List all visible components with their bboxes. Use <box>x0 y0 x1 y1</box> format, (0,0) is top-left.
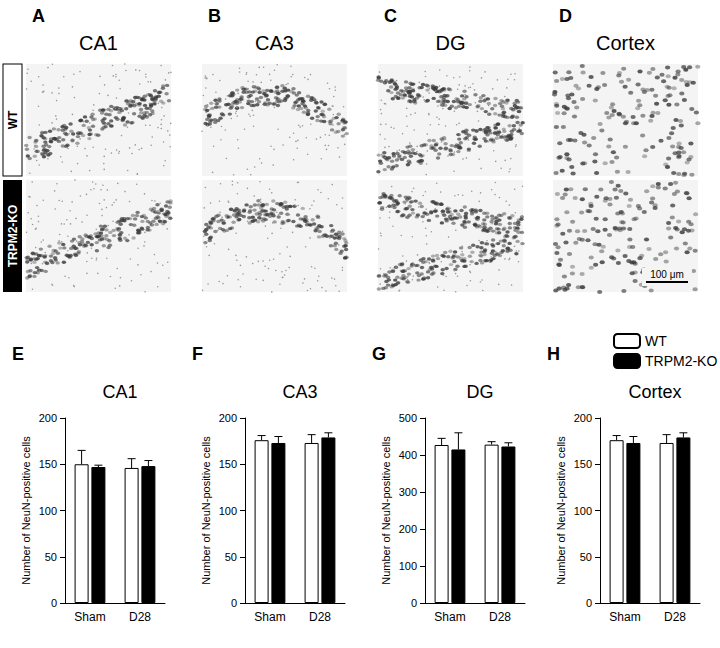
svg-text:200: 200 <box>39 412 57 424</box>
svg-text:D28: D28 <box>489 610 511 624</box>
svg-text:TRPM2-KO: TRPM2-KO <box>6 205 20 268</box>
svg-text:0: 0 <box>51 597 57 609</box>
svg-text:CA3: CA3 <box>255 32 294 54</box>
svg-text:50: 50 <box>580 551 592 563</box>
svg-text:Sham: Sham <box>74 610 105 624</box>
svg-text:100: 100 <box>399 560 417 572</box>
svg-text:Number of NeuN-positive cells: Number of NeuN-positive cells <box>20 436 32 585</box>
svg-text:DG: DG <box>467 382 494 402</box>
svg-text:200: 200 <box>574 412 592 424</box>
svg-text:F: F <box>192 344 203 364</box>
svg-text:400: 400 <box>399 449 417 461</box>
svg-text:WT: WT <box>645 333 667 349</box>
svg-text:D: D <box>559 6 572 26</box>
svg-text:CA3: CA3 <box>282 382 317 402</box>
svg-text:Sham: Sham <box>434 610 465 624</box>
svg-text:Number of NeuN-positive cells: Number of NeuN-positive cells <box>555 436 567 585</box>
svg-text:0: 0 <box>586 597 592 609</box>
svg-text:150: 150 <box>39 458 57 470</box>
svg-text:200: 200 <box>399 523 417 535</box>
svg-text:100: 100 <box>39 505 57 517</box>
svg-text:TRPM2-KO: TRPM2-KO <box>645 353 717 369</box>
svg-text:50: 50 <box>45 551 57 563</box>
svg-text:0: 0 <box>231 597 237 609</box>
svg-text:E: E <box>12 344 24 364</box>
svg-text:D28: D28 <box>664 610 686 624</box>
svg-text:Cortex: Cortex <box>596 32 655 54</box>
svg-text:DG: DG <box>436 32 466 54</box>
svg-text:D28: D28 <box>129 610 151 624</box>
svg-text:150: 150 <box>574 458 592 470</box>
svg-text:G: G <box>372 344 386 364</box>
svg-text:C: C <box>384 6 397 26</box>
svg-text:WT: WT <box>6 110 20 129</box>
svg-text:500: 500 <box>399 412 417 424</box>
svg-text:100: 100 <box>219 505 237 517</box>
svg-text:H: H <box>547 344 560 364</box>
svg-text:300: 300 <box>399 486 417 498</box>
svg-text:Number of NeuN-positive cells: Number of NeuN-positive cells <box>200 436 212 585</box>
svg-text:D28: D28 <box>309 610 331 624</box>
svg-text:CA1: CA1 <box>102 382 137 402</box>
svg-text:0: 0 <box>411 597 417 609</box>
svg-text:Number of NeuN-positive cells: Number of NeuN-positive cells <box>380 436 392 585</box>
svg-text:200: 200 <box>219 412 237 424</box>
svg-text:Cortex: Cortex <box>628 382 681 402</box>
svg-text:100 μm: 100 μm <box>650 269 684 280</box>
svg-text:Sham: Sham <box>609 610 640 624</box>
svg-text:150: 150 <box>219 458 237 470</box>
svg-text:B: B <box>208 6 221 26</box>
svg-text:50: 50 <box>225 551 237 563</box>
svg-text:100: 100 <box>574 505 592 517</box>
svg-text:Sham: Sham <box>254 610 285 624</box>
svg-text:CA1: CA1 <box>79 32 118 54</box>
svg-text:A: A <box>32 6 45 26</box>
